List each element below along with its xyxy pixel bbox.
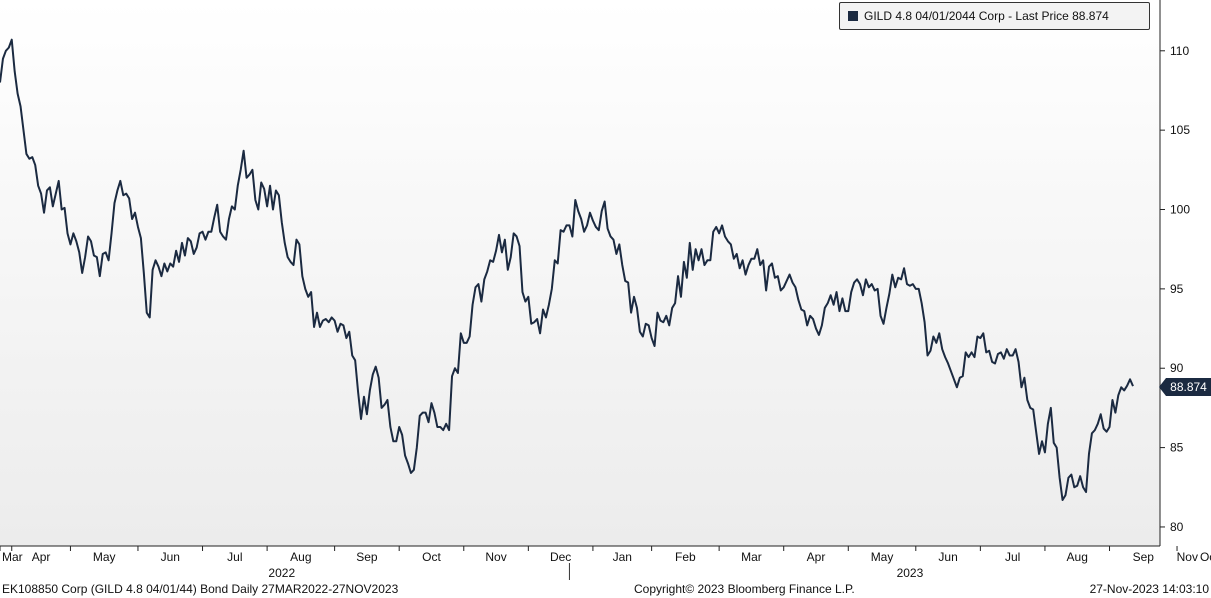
x-tick-label: Dec	[550, 550, 571, 564]
x-tick-label: Jun	[938, 550, 957, 564]
x-tick-label: Aug	[290, 550, 311, 564]
x-tick-label: Apr	[807, 550, 826, 564]
footer-copyright: Copyright© 2023 Bloomberg Finance L.P.	[634, 582, 855, 596]
x-tick-label: Oct	[1200, 550, 1211, 564]
x-tick-label: Jul	[1005, 550, 1020, 564]
x-tick-label: Aug	[1067, 550, 1088, 564]
x-tick-label: Mar	[2, 550, 23, 564]
x-year-label: 2023	[897, 566, 924, 580]
price-series-line	[0, 38, 1134, 501]
y-axis: 80 85 90 95 100 105 110	[1160, 44, 1190, 534]
x-tick-label: Nov	[1177, 550, 1198, 564]
last-price-tag: 88.874	[1159, 378, 1211, 396]
x-tick-label: May	[93, 550, 116, 564]
legend-label: GILD 4.8 04/01/2044 Corp - Last Price 88…	[864, 9, 1109, 23]
x-axis: Mar Apr May Jun Jul Aug Sep Oct Nov Dec Jan Feb Mar A…	[0, 546, 1211, 580]
x-tick-label: Apr	[32, 550, 51, 564]
series-layer	[0, 38, 1134, 501]
y-tick-label: 105	[1170, 123, 1190, 137]
x-tick-label: Jul	[227, 550, 242, 564]
y-tick-label: 110	[1170, 44, 1189, 58]
x-tick-label: May	[871, 550, 894, 564]
x-tick-label: Feb	[675, 550, 696, 564]
last-price-value: 88.874	[1170, 380, 1207, 394]
y-tick-label: 90	[1170, 361, 1184, 375]
y-tick-label: 85	[1170, 441, 1184, 455]
footer-timestamp: 27-Nov-2023 14:03:10	[1089, 582, 1209, 596]
chart-legend: GILD 4.8 04/01/2044 Corp - Last Price 88…	[839, 2, 1150, 30]
x-year-label: 2022	[268, 566, 295, 580]
x-tick-label: Oct	[422, 550, 441, 564]
plot-area	[0, 0, 1160, 546]
x-tick-label: Jan	[613, 550, 632, 564]
legend-swatch	[848, 11, 858, 21]
x-tick-label: Sep	[1133, 550, 1155, 564]
y-tick-label: 80	[1170, 520, 1184, 534]
y-tick-label: 100	[1170, 203, 1190, 217]
footer-security-info: EK108850 Corp (GILD 4.8 04/01/44) Bond D…	[2, 582, 399, 596]
x-tick-label: Mar	[741, 550, 762, 564]
x-tick-label: Sep	[356, 550, 378, 564]
y-tick-label: 95	[1170, 282, 1184, 296]
chart-footer: EK108850 Corp (GILD 4.8 04/01/44) Bond D…	[0, 580, 1211, 598]
x-tick-label: Jun	[161, 550, 180, 564]
x-tick-label: Nov	[485, 550, 506, 564]
